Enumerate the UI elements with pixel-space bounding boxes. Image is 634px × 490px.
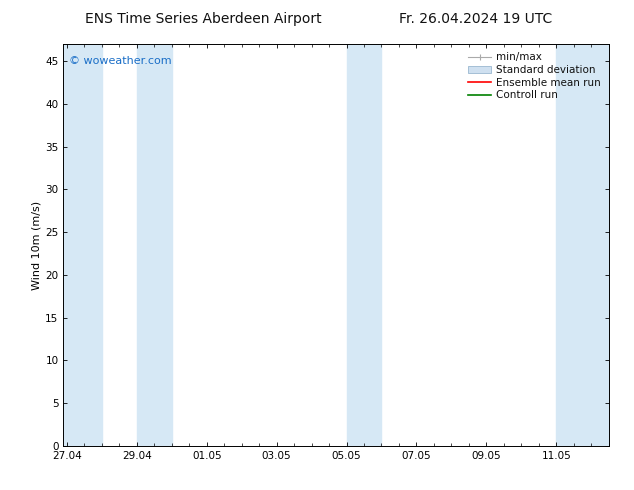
Bar [347, 44, 382, 446]
Text: ENS Time Series Aberdeen Airport: ENS Time Series Aberdeen Airport [84, 12, 321, 26]
Y-axis label: Wind 10m (m/s): Wind 10m (m/s) [31, 200, 41, 290]
Bar [556, 44, 609, 446]
Bar [63, 44, 102, 446]
Bar [137, 44, 172, 446]
Text: Fr. 26.04.2024 19 UTC: Fr. 26.04.2024 19 UTC [399, 12, 552, 26]
Text: © woweather.com: © woweather.com [69, 56, 171, 66]
Legend: min/max, Standard deviation, Ensemble mean run, Controll run: min/max, Standard deviation, Ensemble me… [465, 49, 604, 103]
